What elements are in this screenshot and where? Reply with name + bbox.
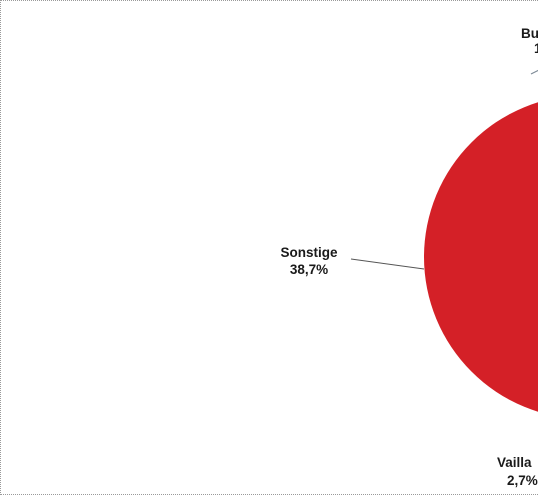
slice-value-sonstige: 38,7%: [290, 262, 328, 277]
slice-value-vailla: 2,7%: [507, 473, 538, 488]
slice-label-vailla: Vailla: [497, 455, 532, 470]
slice-label-bu: Bu: [521, 26, 538, 41]
leader-line-sonstige: [350, 258, 425, 270]
pie-slice-sonstige: [424, 102, 538, 412]
slice-label-sonstige: Sonstige: [280, 245, 337, 260]
pie-slice-edge: [530, 69, 538, 75]
slice-value-bu-fragment: 1: [534, 41, 538, 56]
